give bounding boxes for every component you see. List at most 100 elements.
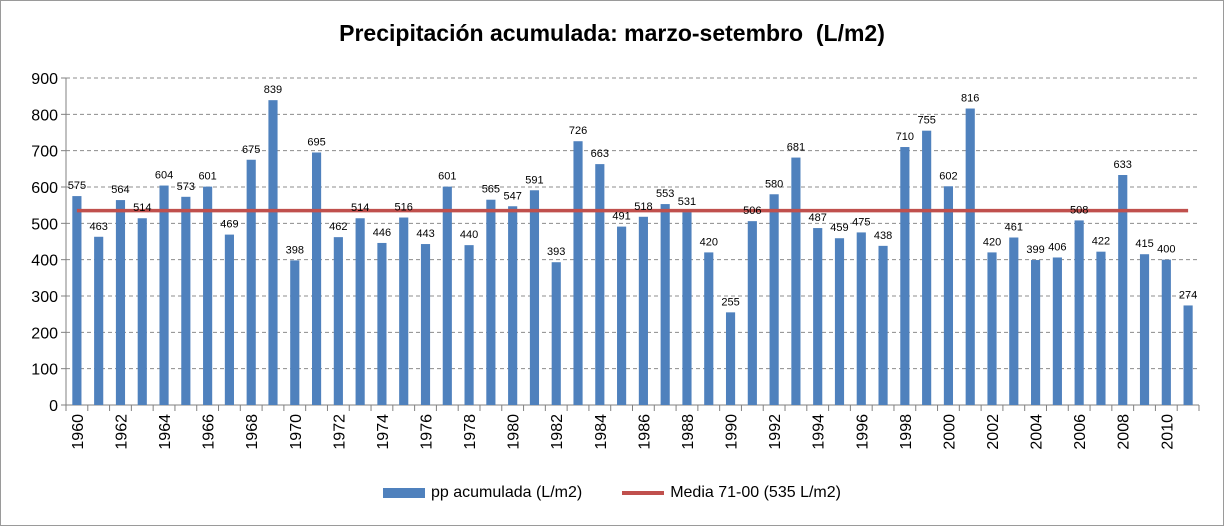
bar-1981 xyxy=(529,190,540,405)
bar-1982 xyxy=(551,262,561,405)
y-tick-label: 500 xyxy=(31,216,58,233)
bar-1969 xyxy=(268,100,278,405)
data-label-2001: 816 xyxy=(961,93,979,105)
bar-1962 xyxy=(115,200,126,405)
bar-1999 xyxy=(922,130,932,405)
data-label-1960: 575 xyxy=(68,180,86,192)
x-tick-label-2002: 2002 xyxy=(985,414,1002,450)
data-label-1983: 726 xyxy=(569,125,587,137)
bar-1980 xyxy=(508,206,518,405)
data-label-1996: 475 xyxy=(852,216,870,228)
legend-label-bars: pp acumulada (L/m2) xyxy=(431,484,583,501)
data-label-1977: 601 xyxy=(438,171,456,183)
data-label-1962: 564 xyxy=(111,184,129,196)
bar-2010 xyxy=(1161,259,1171,405)
chart-legend: pp acumulada (L/m2) Media 71-00 (535 L/m… xyxy=(0,484,1224,502)
data-label-2009: 415 xyxy=(1135,238,1153,250)
data-label-1993: 681 xyxy=(787,142,805,154)
data-label-1970: 398 xyxy=(286,244,304,256)
bar-1990 xyxy=(725,312,736,405)
bar-1996 xyxy=(856,232,866,405)
x-tick-label-1996: 1996 xyxy=(854,414,871,450)
bar-1995 xyxy=(834,238,845,405)
bar-2005 xyxy=(1052,257,1062,405)
data-label-2008: 633 xyxy=(1114,159,1132,171)
data-label-1976: 443 xyxy=(416,228,434,240)
bar-1964 xyxy=(159,185,169,405)
bar-1961 xyxy=(94,236,104,405)
y-tick-label: 800 xyxy=(31,107,58,124)
bar-1983 xyxy=(573,141,583,405)
bar-1966 xyxy=(203,186,213,405)
x-tick-label-1998: 1998 xyxy=(898,414,915,450)
bar-2001 xyxy=(965,108,975,406)
bar-2007 xyxy=(1096,251,1106,405)
bar-1960 xyxy=(72,196,82,405)
data-label-2003: 461 xyxy=(1005,222,1023,234)
bar-2009 xyxy=(1139,254,1150,405)
bar-1987 xyxy=(660,204,670,405)
data-label-1998: 710 xyxy=(896,131,914,143)
x-tick-label-1978: 1978 xyxy=(462,414,479,450)
data-label-1971: 695 xyxy=(307,136,325,148)
x-tick-label-1960: 1960 xyxy=(70,414,87,450)
bar-1965 xyxy=(181,196,191,405)
bar-1998 xyxy=(900,147,910,406)
data-label-1986: 518 xyxy=(634,201,652,213)
bar-1989 xyxy=(704,252,714,405)
x-tick-label-1994: 1994 xyxy=(811,414,828,450)
data-label-1974: 446 xyxy=(373,227,391,239)
legend-label-mean-line: Media 71-00 (535 L/m2) xyxy=(670,484,841,501)
bar-1994 xyxy=(813,228,823,405)
x-tick-label-1964: 1964 xyxy=(157,414,174,450)
data-label-1982: 393 xyxy=(547,246,565,258)
bar-1985 xyxy=(617,226,627,405)
data-label-1990: 255 xyxy=(721,296,739,308)
data-label-1989: 420 xyxy=(700,236,718,248)
x-tick-label-1986: 1986 xyxy=(636,414,653,450)
data-label-1988: 531 xyxy=(678,196,696,208)
x-tick-label-1984: 1984 xyxy=(593,414,610,450)
data-label-2000: 602 xyxy=(939,170,957,182)
bar-2000 xyxy=(943,186,954,405)
bar-1992 xyxy=(769,194,779,405)
data-label-1994: 487 xyxy=(809,212,827,224)
x-tick-label-1962: 1962 xyxy=(113,414,130,450)
data-label-1969: 839 xyxy=(264,84,282,96)
bar-2008 xyxy=(1118,175,1128,405)
data-label-1992: 580 xyxy=(765,178,783,190)
data-label-2011: 274 xyxy=(1179,289,1197,301)
data-label-1984: 663 xyxy=(591,148,609,160)
data-label-1975: 516 xyxy=(395,202,413,214)
bar-1974 xyxy=(377,242,387,405)
bar-1970 xyxy=(290,260,300,405)
bar-2002 xyxy=(987,252,997,405)
bar-1971 xyxy=(311,152,322,405)
y-tick-label: 0 xyxy=(49,398,58,415)
data-label-1978: 440 xyxy=(460,229,478,241)
data-label-1966: 601 xyxy=(198,171,216,183)
data-label-1964: 604 xyxy=(155,170,173,182)
bar-1972 xyxy=(333,237,343,405)
data-label-1979: 565 xyxy=(482,184,500,196)
x-tick-label-1974: 1974 xyxy=(375,414,392,450)
x-tick-label-2010: 2010 xyxy=(1159,414,1176,450)
data-label-2005: 406 xyxy=(1048,241,1066,253)
legend-swatch-bar xyxy=(383,488,426,498)
bar-1986 xyxy=(638,216,648,405)
data-label-1987: 553 xyxy=(656,188,674,200)
legend-item-mean-line: Media 71-00 (535 L/m2) xyxy=(622,484,841,502)
data-label-1991: 506 xyxy=(743,205,761,217)
data-label-1967: 469 xyxy=(220,219,238,231)
bar-2004 xyxy=(1031,260,1041,405)
bar-2011 xyxy=(1183,305,1193,405)
data-label-1997: 438 xyxy=(874,230,892,242)
x-tick-label-1990: 1990 xyxy=(724,414,741,450)
legend-swatch-line xyxy=(622,491,665,495)
data-label-2006: 508 xyxy=(1070,204,1088,216)
bar-2003 xyxy=(1009,237,1019,405)
x-tick-label-1970: 1970 xyxy=(288,414,305,450)
bar-1993 xyxy=(791,157,801,405)
y-tick-label: 200 xyxy=(31,325,58,342)
